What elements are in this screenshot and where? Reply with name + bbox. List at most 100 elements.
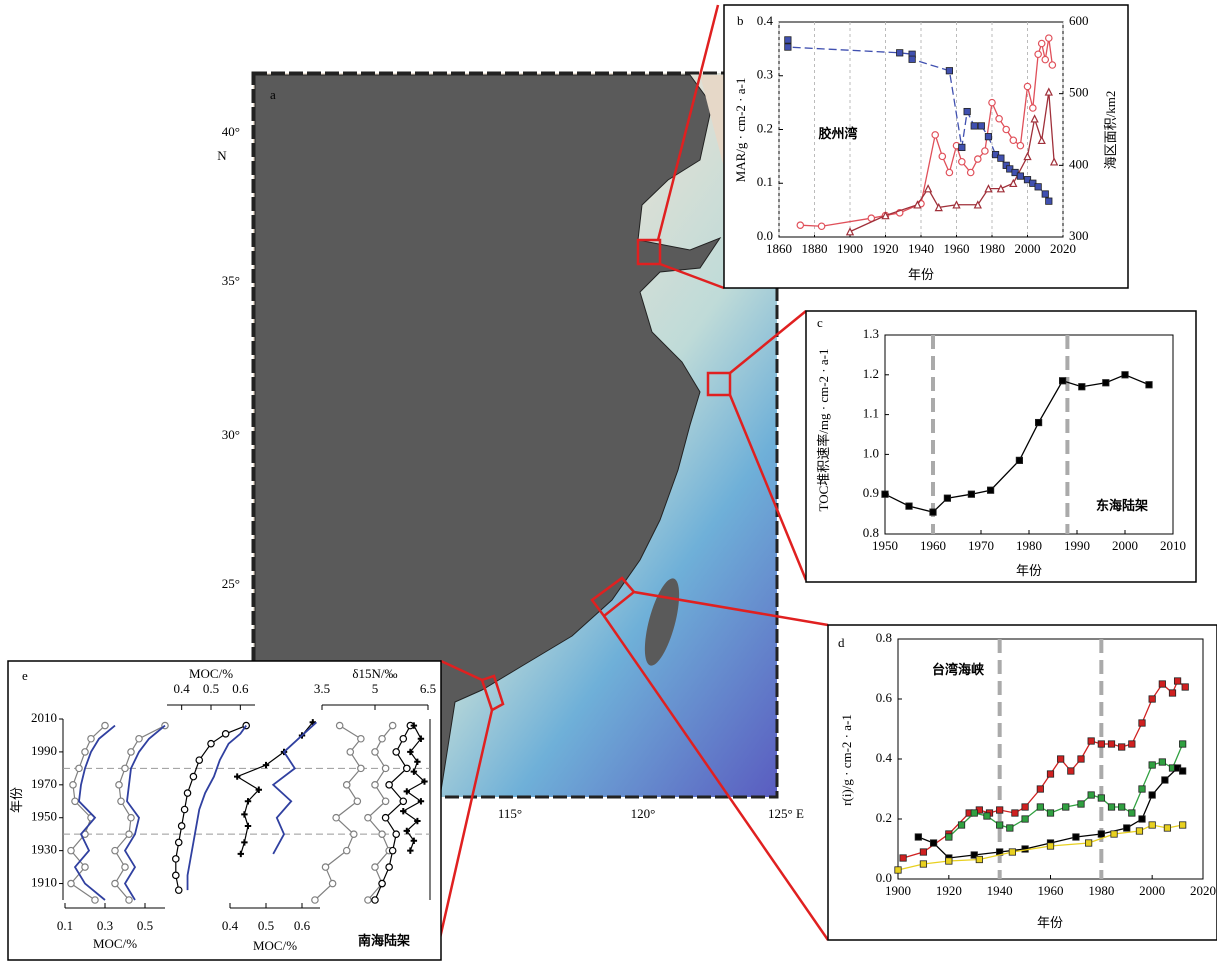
marker [1162,777,1168,783]
marker [1012,810,1018,816]
marker [76,765,82,771]
marker [102,722,108,728]
x-tick-label: 0.1 [57,918,73,933]
lat-unit: N [217,148,227,163]
marker [372,864,378,870]
y-tick-label: 0.8 [876,630,892,645]
x-tick-label: 1960 [944,241,970,256]
marker [1035,419,1041,425]
marker [818,223,824,229]
marker [365,815,371,821]
y-axis-label: 年份 [9,787,24,813]
marker [329,880,335,886]
marker [978,123,984,129]
marker [971,123,977,129]
x-tick-label: 1880 [802,241,828,256]
marker [1063,804,1069,810]
marker [1047,843,1053,849]
marker [946,68,952,74]
marker [1059,378,1065,384]
marker [946,858,952,864]
marker [1179,768,1185,774]
x-tick-label: 5 [372,681,379,696]
marker [404,765,410,771]
marker [173,872,179,878]
marker [1164,825,1170,831]
marker [184,790,190,796]
y-axis-label: TOC堆积速率/mg · cm-2 · a-1 [816,349,831,512]
x-axis-label: MOC/% [93,936,137,951]
y-tick-label: 0.6 [876,690,893,705]
lat-tick: 25° [222,576,240,591]
x-axis-label: MOC/% [253,938,297,953]
marker [1022,804,1028,810]
y-tick-label: 2010 [31,710,57,725]
y2-tick-label: 300 [1069,228,1089,243]
y-tick-label: 0.1 [757,174,773,189]
marker [1122,372,1128,378]
marker [344,782,350,788]
marker [975,156,981,162]
lat-tick: 35° [222,273,240,288]
x-axis-label: MOC/% [189,666,233,681]
x-tick-label: 1900 [837,241,863,256]
marker [1139,720,1145,726]
marker [1017,142,1023,148]
marker [1047,771,1053,777]
marker [920,861,926,867]
x-tick-label: 1990 [1064,538,1090,553]
y2-tick-label: 400 [1069,156,1089,171]
marker [1016,457,1022,463]
x-tick-label: 6.5 [420,681,436,696]
marker [1149,762,1155,768]
y-axis-label: r(i)/g · cm-2 · a-1 [839,714,854,806]
marker [959,144,965,150]
y2-tick-label: 600 [1069,13,1089,28]
marker [1118,744,1124,750]
marker [1039,40,1045,46]
lat-tick: 30° [222,427,240,442]
marker [176,839,182,845]
marker [379,831,385,837]
annotation: 台湾海峡 [932,662,985,677]
marker [1088,738,1094,744]
marker [1078,801,1084,807]
annotation: 南海陆架 [358,933,410,948]
y-tick-label: 1.2 [863,366,879,381]
marker [1037,786,1043,792]
x-tick-label: 2020 [1050,241,1076,256]
marker [178,823,184,829]
marker [930,840,936,846]
figure: a 40° N 35° 30° 25° 115° 120° 125° E 186… [0,0,1217,962]
marker [1024,83,1030,89]
marker [984,813,990,819]
marker [82,749,88,755]
x-tick-label: 1900 [885,883,911,898]
marker [989,99,995,105]
y-tick-label: 0.0 [876,870,892,885]
marker [785,37,791,43]
marker [208,740,214,746]
y-tick-label: 0.2 [757,120,773,135]
marker [176,887,182,893]
marker [393,749,399,755]
marker [944,495,950,501]
marker [128,749,134,755]
marker [1030,105,1036,111]
marker [1098,741,1104,747]
marker [393,831,399,837]
marker [382,765,388,771]
marker [909,56,915,62]
marker [1159,681,1165,687]
y-tick-label: 1.3 [863,326,879,341]
marker [372,782,378,788]
marker [372,897,378,903]
x-tick-label: 1950 [872,538,898,553]
marker [1136,828,1142,834]
marker [1042,191,1048,197]
marker [333,815,339,821]
x-axis-label: 年份 [1016,563,1042,578]
marker [92,897,98,903]
